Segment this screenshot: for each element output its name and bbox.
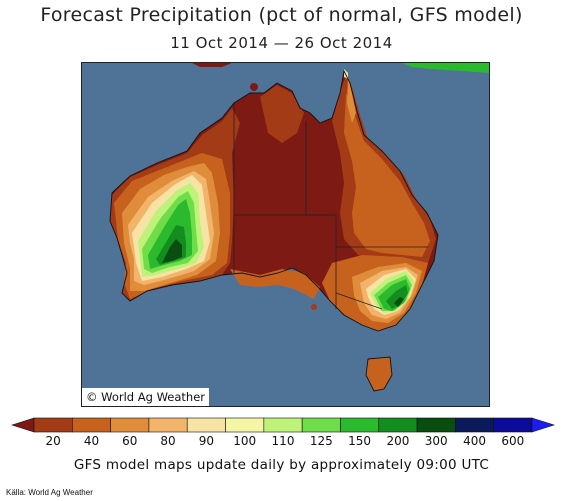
precipitation-map: © World Ag Weather [81, 62, 490, 407]
color-legend-bar [11, 417, 555, 433]
color-legend-labels: 20 40 60 80 90 100 110 125 150 200 300 400 600 [0, 434, 563, 450]
legend-swatch [148, 417, 188, 433]
state-borders [233, 103, 428, 310]
melville-island [250, 83, 258, 91]
legend-tick-label: 90 [198, 434, 215, 448]
source-note: Källa: World Ag Weather [6, 488, 93, 497]
legend-tick-label: 300 [424, 434, 448, 448]
legend-above-triangle [531, 417, 555, 433]
update-note: GFS model maps update daily by approxima… [73, 457, 490, 473]
west-300-400 [162, 239, 182, 263]
tasmania [366, 357, 392, 391]
east-60-80 [344, 93, 430, 257]
copyright-label: © World Ag Weather [82, 388, 210, 406]
east-80-90 [347, 77, 356, 123]
timor-coast [192, 63, 232, 67]
legend-tick-label: 125 [309, 434, 333, 448]
legend-swatch [378, 417, 418, 433]
map-title: Forecast Precipitation (pct of normal, G… [40, 4, 523, 26]
legend-tick-label: 150 [348, 434, 372, 448]
legend-swatch [455, 417, 494, 433]
legend-below-triangle [11, 417, 35, 433]
south-central-60-80 [230, 269, 320, 299]
legend-swatch [493, 417, 533, 433]
legend-tick-label: 100 [233, 434, 257, 448]
legend-swatch [263, 417, 303, 433]
legend-tick-label: 110 [271, 434, 295, 448]
new-guinea-coast [402, 63, 489, 73]
legend-tick-label: 20 [45, 434, 61, 448]
legend-swatch [110, 417, 150, 433]
legend-swatch [301, 417, 341, 433]
legend-tick-label: 400 [463, 434, 486, 448]
legend-tick-label: 80 [160, 434, 176, 448]
legend-tick-label: 200 [386, 434, 410, 448]
australia-map-svg [109, 63, 489, 392]
legend-swatch [33, 417, 73, 433]
legend-tick-label: 60 [122, 434, 138, 448]
coastline [109, 69, 439, 332]
north-40-60 [260, 85, 304, 143]
southeast-300-400 [394, 297, 404, 307]
tasmania-outline [365, 356, 393, 392]
date-range: 11 Oct 2014 — 26 Oct 2014 [170, 34, 393, 52]
southeast-200-300 [386, 285, 408, 309]
legend-swatch [72, 417, 111, 433]
legend-swatch [225, 417, 265, 433]
legend-swatch [186, 417, 226, 433]
legend-tick-label: 40 [83, 434, 100, 448]
legend-tick-label: 600 [501, 434, 525, 448]
legend-swatch [340, 417, 380, 433]
legend-swatch [416, 417, 456, 433]
kangaroo-island [311, 304, 317, 310]
